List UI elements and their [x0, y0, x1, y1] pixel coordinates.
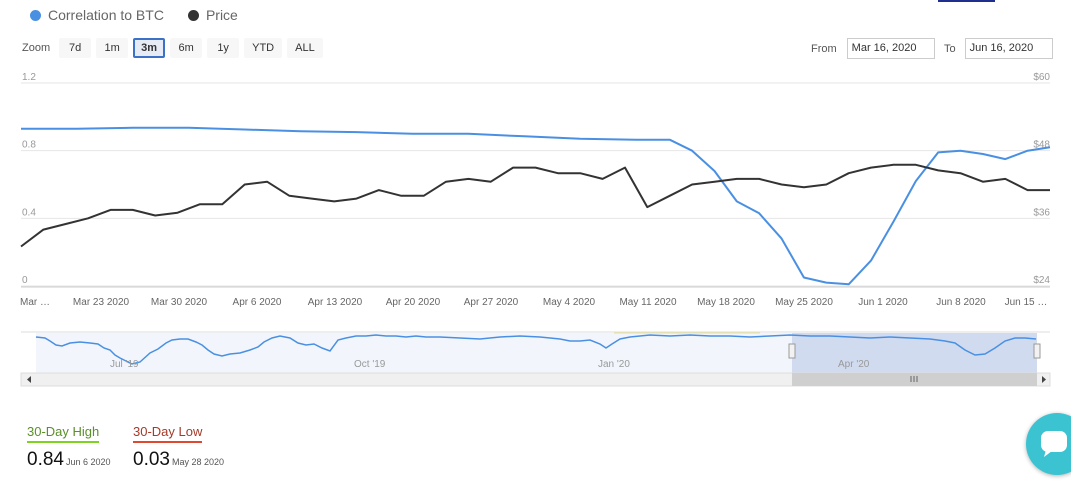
navigator-right-handle[interactable]: [1033, 343, 1041, 359]
zoom-3m-button[interactable]: 3m: [133, 38, 166, 58]
y-left-tick-label: 1.2: [22, 72, 36, 83]
x-tick-label: May 18 2020: [697, 297, 755, 308]
stat-low-value: 0.03: [133, 449, 170, 470]
zoom-ytd-button[interactable]: YTD: [244, 38, 283, 58]
x-tick-label: Apr 6 2020: [233, 297, 282, 308]
x-tick-label: May 4 2020: [543, 297, 596, 308]
y-axis-left: 1.2 0.8 0.4 0: [22, 72, 36, 286]
y-right-tick-label: $24: [1033, 275, 1050, 286]
zoom-1m-button[interactable]: 1m: [96, 38, 129, 58]
navigator-label-jul: Jul '19: [110, 359, 139, 370]
legend-label-price: Price: [205, 7, 238, 23]
zoom-selector: Zoom 7d 1m 3m 6m 1y YTD ALL: [22, 38, 323, 58]
scrollbar-left-arrow-icon[interactable]: [27, 376, 31, 383]
y-right-tick-label: $48: [1033, 140, 1050, 151]
zoom-all-button[interactable]: ALL: [287, 38, 323, 58]
x-tick-label: Apr 27 2020: [464, 297, 519, 308]
navigator-left-handle[interactable]: [788, 343, 796, 359]
navigator-correlation-line: [35, 334, 1037, 365]
chart-legend: Correlation to BTC Price: [30, 7, 238, 23]
legend-marker-price: [187, 9, 199, 21]
series-lines: [20, 126, 1051, 286]
stat-30day-high: 30-Day High 0.84 Jun 6 2020: [27, 423, 111, 471]
price-correlation-chart: 1.2 0.8 0.4 0 $60 $48 $36 $24 Mar … Mar 23 2020…: [20, 72, 1051, 387]
scrollbar-right-arrow-icon[interactable]: [1042, 376, 1046, 383]
legend-label-correlation: Correlation to BTC: [48, 7, 164, 23]
range-to-input[interactable]: Jun 16, 2020: [964, 38, 1053, 59]
navigator-label-jan: Jan '20: [598, 359, 630, 370]
range-to: To Jun 16, 2020: [944, 38, 1053, 59]
x-tick-label: Mar 30 2020: [151, 297, 208, 308]
x-axis: Mar … Mar 23 2020 Mar 30 2020 Apr 6 2020 Apr…: [20, 286, 1050, 308]
stat-high-value: 0.84: [27, 449, 64, 470]
zoom-label: Zoom: [22, 42, 51, 54]
correlation-series-line: [21, 126, 1051, 286]
stat-30day-low: 30-Day Low 0.03 May 28 2020: [133, 423, 224, 471]
x-tick-label: Jun 1 2020: [858, 297, 908, 308]
y-axis-right: $60 $48 $36 $24: [1033, 72, 1050, 286]
navigator-selected-range[interactable]: [792, 333, 1037, 373]
navigator[interactable]: Jul '19 Oct '19 Jan '20 Apr '20: [21, 331, 1050, 373]
range-from-input[interactable]: Mar 16, 2020: [846, 38, 935, 59]
zoom-7d-button[interactable]: 7d: [59, 38, 92, 58]
stat-low-label: 30-Day Low: [133, 424, 203, 443]
y-left-tick-label: 0.8: [22, 140, 36, 151]
x-tick-label: Mar 23 2020: [73, 297, 130, 308]
range-from: From Mar 16, 2020: [811, 38, 935, 59]
x-tick-label: Apr 13 2020: [308, 297, 363, 308]
x-tick-label: Jun 8 2020: [936, 297, 986, 308]
price-series-line: [20, 163, 1050, 248]
stat-high-date: Jun 6 2020: [65, 457, 111, 467]
navigator-background: [36, 333, 792, 373]
y-right-tick-label: $60: [1033, 72, 1050, 83]
x-tick-label: Mar …: [20, 297, 50, 308]
navigator-label-oct: Oct '19: [354, 359, 386, 370]
legend-item-correlation[interactable]: Correlation to BTC: [30, 7, 164, 23]
range-from-label: From: [811, 42, 837, 55]
range-to-label: To: [944, 42, 956, 55]
chat-widget-button[interactable]: [1026, 413, 1071, 475]
stat-low-date: May 28 2020: [171, 457, 225, 467]
x-tick-label: Jun 15 …: [1005, 297, 1048, 308]
legend-item-price[interactable]: Price: [187, 7, 238, 23]
stat-high-label: 30-Day High: [27, 424, 100, 443]
x-tick-label: Apr 20 2020: [386, 297, 441, 308]
chat-bubble-icon: [1041, 431, 1067, 457]
navigator-label-apr: Apr '20: [838, 359, 870, 370]
zoom-1y-button[interactable]: 1y: [207, 38, 240, 58]
zoom-6m-button[interactable]: 6m: [170, 38, 203, 58]
y-right-tick-label: $36: [1033, 207, 1050, 218]
scrollbar-grip-icon: [910, 376, 918, 382]
x-tick-label: May 11 2020: [619, 297, 677, 308]
top-accent-bar: [938, 0, 995, 2]
x-tick-label: May 25 2020: [775, 297, 833, 308]
legend-marker-correlation: [30, 9, 41, 21]
y-left-tick-label: 0: [22, 275, 28, 286]
y-left-tick-label: 0.4: [22, 207, 36, 218]
navigator-scrollbar[interactable]: [20, 372, 1051, 387]
chart-grid: [21, 82, 1050, 287]
